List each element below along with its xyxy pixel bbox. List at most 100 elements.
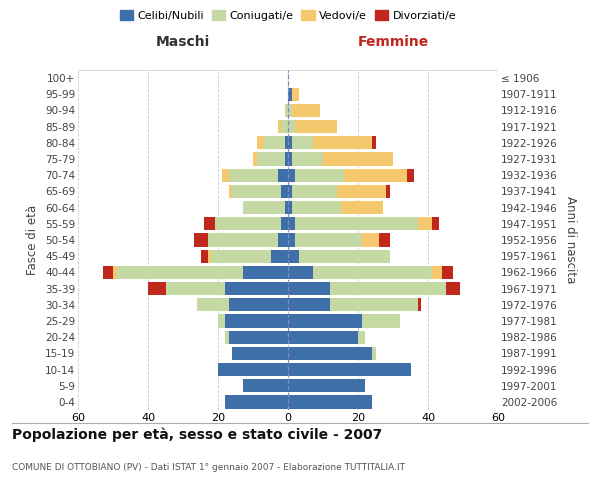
Bar [344,168,407,182]
Bar [225,330,229,344]
Legend: Celibi/Nubili, Coniugati/e, Vedovi/e, Divorziati/e: Celibi/Nubili, Coniugati/e, Vedovi/e, Di… [118,8,458,23]
Bar [330,282,445,295]
Bar [242,266,288,279]
Bar [337,185,386,198]
Text: Femmine: Femmine [358,35,428,49]
Bar [284,201,288,214]
Bar [288,104,292,117]
Bar [200,250,208,263]
Bar [407,168,414,182]
Bar [288,314,361,328]
Bar [284,104,288,117]
Bar [431,266,442,279]
Bar [277,168,288,182]
Bar [361,234,379,246]
Bar [288,282,330,295]
Bar [292,88,299,101]
Bar [445,282,460,295]
Bar [218,314,225,328]
Bar [211,250,271,263]
Bar [281,185,288,198]
Bar [253,152,257,166]
Bar [295,234,361,246]
Bar [418,298,421,312]
Bar [386,185,389,198]
Bar [288,396,372,408]
Bar [358,330,365,344]
Bar [215,217,281,230]
Bar [288,363,410,376]
Bar [277,234,288,246]
Bar [288,379,365,392]
Bar [288,217,295,230]
Bar [263,136,284,149]
Bar [292,152,323,166]
Bar [341,201,383,214]
Bar [166,282,225,295]
Bar [295,120,337,134]
Bar [288,298,330,312]
Bar [148,282,166,295]
Bar [288,136,292,149]
Bar [292,185,337,198]
Bar [103,266,113,279]
Bar [288,168,295,182]
Bar [372,136,376,149]
Bar [257,136,263,149]
Bar [284,136,288,149]
Bar [330,298,418,312]
Bar [204,217,215,230]
Bar [116,266,242,279]
Text: COMUNE DI OTTOBIANO (PV) - Dati ISTAT 1° gennaio 2007 - Elaborazione TUTTITALIA.: COMUNE DI OTTOBIANO (PV) - Dati ISTAT 1°… [12,462,405,471]
Bar [229,298,288,312]
Bar [232,185,281,198]
Bar [288,234,295,246]
Bar [288,330,358,344]
Y-axis label: Fasce di età: Fasce di età [26,205,40,275]
Bar [288,152,292,166]
Bar [288,120,295,134]
Bar [218,363,288,376]
Text: Popolazione per età, sesso e stato civile - 2007: Popolazione per età, sesso e stato civil… [12,428,382,442]
Bar [242,379,288,392]
Bar [242,201,284,214]
Bar [313,136,372,149]
Bar [288,266,313,279]
Bar [284,152,288,166]
Bar [288,250,299,263]
Bar [229,185,232,198]
Bar [288,185,292,198]
Text: Maschi: Maschi [156,35,210,49]
Bar [372,346,376,360]
Bar [271,250,288,263]
Bar [288,201,292,214]
Bar [257,152,284,166]
Bar [221,168,229,182]
Bar [225,314,288,328]
Bar [208,234,277,246]
Bar [288,346,372,360]
Bar [299,250,389,263]
Bar [229,330,288,344]
Bar [232,346,288,360]
Bar [208,250,211,263]
Bar [225,282,288,295]
Bar [197,298,229,312]
Bar [313,266,431,279]
Bar [281,217,288,230]
Bar [288,88,292,101]
Bar [379,234,389,246]
Bar [229,168,277,182]
Bar [193,234,208,246]
Bar [361,314,400,328]
Bar [295,168,344,182]
Bar [442,266,452,279]
Bar [225,396,288,408]
Bar [292,136,313,149]
Bar [418,217,431,230]
Bar [281,120,288,134]
Bar [292,104,320,117]
Bar [292,201,341,214]
Y-axis label: Anni di nascita: Anni di nascita [564,196,577,284]
Bar [295,217,418,230]
